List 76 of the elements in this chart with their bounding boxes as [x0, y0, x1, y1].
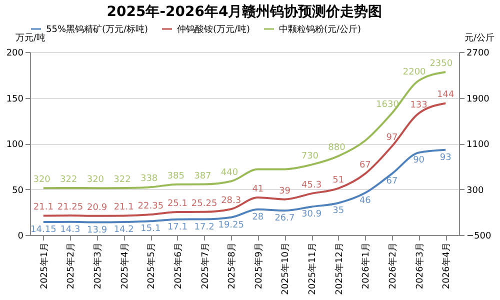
data-label: 28.3	[221, 196, 242, 206]
data-label: 90	[413, 156, 425, 166]
x-tick-label: 2025年1月	[38, 242, 50, 290]
x-tick-label: 2026年4月	[441, 242, 452, 290]
x-tick-label: 2025年10月	[280, 242, 292, 295]
y2-tick-label: 1900	[466, 94, 490, 104]
chart-title: 2025年-2026年4月赣州钨协预测价走势图	[106, 3, 382, 20]
data-label: 385	[167, 171, 184, 182]
data-label: 51	[332, 175, 344, 186]
y2-tick-label: 1100	[466, 140, 490, 150]
y-tick-label: 200	[6, 48, 24, 58]
data-label: 45.3	[302, 180, 322, 191]
data-label: 17.1	[167, 222, 188, 232]
data-label: 46	[359, 196, 372, 206]
data-label: 21.25	[57, 202, 84, 213]
data-label: 2350	[430, 59, 453, 70]
data-label: 21.1	[33, 202, 54, 213]
data-label: 880	[328, 143, 346, 154]
data-label: 2200	[402, 68, 426, 78]
legend-label: 55%黑钨精矿(万元/标吨)	[46, 24, 148, 35]
y2-tick-label: 2700	[466, 48, 490, 58]
x-tick-label: 2025年11月	[307, 242, 318, 295]
y-tick-label: 100	[6, 140, 24, 150]
x-tick-label: 2025年3月	[92, 242, 104, 290]
y2-tick-label: 300	[466, 186, 484, 196]
data-label: 387	[194, 171, 212, 182]
x-tick-label: 2026年3月	[414, 242, 426, 290]
data-label: 14.2	[114, 225, 134, 236]
data-label: 28	[252, 212, 264, 222]
x-tick-label: 2025年2月	[66, 242, 77, 290]
y-tick-label: 0	[18, 232, 24, 242]
data-label: 144	[437, 90, 454, 100]
data-label: 14.3	[60, 224, 80, 235]
data-label: 25.25	[191, 198, 218, 209]
data-label: 322	[114, 174, 131, 185]
data-label: 67	[359, 160, 371, 171]
data-label: 30.9	[302, 210, 322, 220]
y-tick-label: 50	[12, 186, 24, 196]
data-label: 93	[440, 152, 452, 163]
x-tick-label: 2025年8月	[226, 242, 238, 290]
legend-label: 仲钨酸铵(万元/吨)	[177, 24, 250, 35]
x-tick-label: 2025年12月	[334, 242, 345, 295]
data-label: 20.9	[87, 202, 108, 213]
x-tick-label: 2026年2月	[387, 242, 398, 290]
data-label: 17.2	[194, 222, 214, 232]
data-label: 35	[332, 206, 344, 216]
data-label: 440	[220, 168, 238, 178]
data-label: 41	[252, 184, 264, 194]
x-tick-label: 2025年4月	[119, 242, 130, 290]
data-label: 322	[60, 174, 78, 185]
data-label: 26.7	[274, 214, 295, 224]
data-label: 133	[410, 100, 428, 110]
data-label: 320	[86, 175, 104, 186]
data-label: 21.1	[114, 202, 134, 213]
y-axis-title: 万元/吨	[15, 32, 46, 44]
y2-tick-label: −500	[466, 232, 492, 242]
x-tick-label: 2026年1月	[360, 242, 372, 290]
x-tick-label: 2025年6月	[172, 242, 184, 290]
data-label: 14.15	[30, 225, 56, 236]
x-tick-label: 2025年5月	[146, 242, 158, 290]
data-label: 39	[278, 186, 291, 196]
y-tick-label: 150	[6, 94, 24, 104]
data-label: 19.25	[218, 220, 244, 230]
x-tick-label: 2025年9月	[253, 242, 264, 290]
data-label: 338	[140, 174, 158, 184]
data-label: 67	[386, 176, 398, 187]
x-tick-label: 2025年7月	[200, 242, 211, 290]
legend-label: 中颗粒钨粉(元/公斤)	[279, 24, 362, 35]
data-label: 13.9	[87, 225, 108, 236]
data-label: 97	[386, 133, 398, 144]
data-label: 15.1	[140, 224, 161, 234]
data-label: 730	[301, 152, 319, 162]
y2-axis-title: 元/公斤	[464, 32, 495, 44]
data-label: 25.1	[167, 199, 188, 210]
data-label: 320	[33, 175, 51, 186]
data-label: 22.35	[138, 202, 164, 212]
